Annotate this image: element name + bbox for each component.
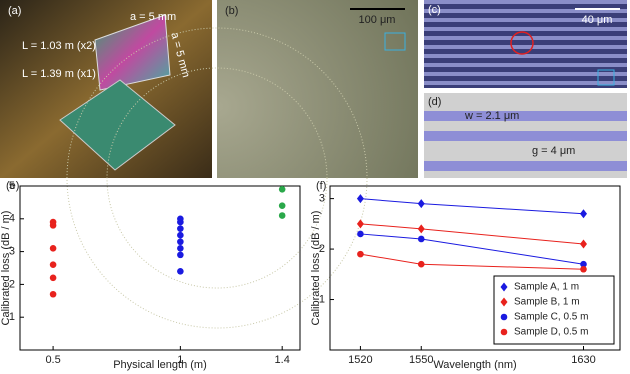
marker bbox=[278, 202, 286, 209]
series-line bbox=[360, 198, 584, 215]
marker bbox=[177, 267, 184, 275]
panel-c: (c) 40 μm bbox=[424, 0, 627, 88]
annotation: w = 2.1 μm bbox=[464, 110, 519, 122]
marker bbox=[177, 218, 184, 226]
series-line bbox=[360, 223, 584, 245]
legend-label: Sample C, 0.5 m bbox=[514, 312, 588, 323]
panel-label: (c) bbox=[428, 4, 441, 16]
series-line bbox=[360, 253, 584, 270]
plot-frame bbox=[19, 185, 301, 351]
marker bbox=[579, 209, 587, 219]
legend-label: Sample A, 1 m bbox=[514, 282, 579, 293]
y-tick-label: 4 bbox=[9, 213, 15, 225]
marker bbox=[49, 245, 57, 252]
marker bbox=[357, 250, 364, 258]
marker bbox=[580, 260, 587, 268]
x-axis-label: Wavelength (nm) bbox=[433, 359, 516, 371]
y-tick-label: 2 bbox=[9, 278, 15, 290]
marker bbox=[356, 194, 364, 204]
legend-marker bbox=[500, 297, 508, 307]
panel-label: (a) bbox=[8, 5, 21, 17]
legend-marker bbox=[500, 328, 508, 336]
panel-label: (b) bbox=[225, 5, 238, 17]
marker bbox=[177, 238, 184, 246]
y-tick-label: 5 bbox=[9, 180, 15, 192]
x-tick-label: 1 bbox=[177, 354, 183, 366]
marker bbox=[357, 230, 364, 238]
scale-label: 40 μm bbox=[582, 14, 613, 26]
legend-marker bbox=[500, 313, 508, 321]
plot-frame bbox=[329, 185, 621, 351]
x-tick-label: 1550 bbox=[409, 354, 433, 366]
panel-a: (a) a = 5 mm a = 5 mm L = 1.03 m (x2) L … bbox=[0, 0, 212, 178]
panel-d: (d) w = 2.1 μm g = 4 μm bbox=[424, 93, 627, 178]
annotation: L = 1.03 m (x2) bbox=[22, 40, 96, 52]
photo bbox=[217, 0, 418, 178]
annotation: L = 1.39 m (x1) bbox=[22, 68, 96, 80]
marker bbox=[417, 260, 425, 268]
waveguide bbox=[424, 161, 627, 171]
legend-marker bbox=[500, 282, 508, 292]
y-axis-label: Calibrated loss (dB / m) bbox=[310, 211, 322, 326]
marker bbox=[417, 199, 425, 209]
panel-label: (f) bbox=[316, 180, 326, 192]
spiral bbox=[106, 67, 328, 289]
y-tick-label: 3 bbox=[9, 246, 15, 258]
marker bbox=[417, 235, 425, 243]
x-tick-label: 0.5 bbox=[45, 354, 60, 366]
marker bbox=[417, 224, 425, 234]
marker bbox=[49, 290, 57, 298]
y-tick-label: 2 bbox=[319, 243, 325, 255]
legend bbox=[493, 275, 615, 345]
chip bbox=[59, 79, 176, 171]
highlight bbox=[510, 31, 534, 55]
x-axis-label: Physical length (m) bbox=[113, 359, 207, 371]
x-tick-label: 1630 bbox=[571, 354, 595, 366]
marker bbox=[49, 261, 57, 269]
panel-label: (e) bbox=[6, 180, 19, 192]
panel-label: (d) bbox=[428, 96, 441, 108]
marker bbox=[177, 231, 184, 239]
marker bbox=[177, 245, 184, 252]
inset-marker bbox=[384, 32, 406, 51]
marker bbox=[278, 185, 286, 193]
chip bbox=[94, 14, 171, 91]
waveguide bbox=[424, 131, 627, 141]
panel-b: (b) 100 μm bbox=[66, 0, 418, 329]
photo bbox=[424, 0, 627, 88]
waveguide bbox=[424, 111, 627, 121]
x-tick-label: 1520 bbox=[348, 354, 372, 366]
y-tick-label: 1 bbox=[9, 311, 15, 323]
marker bbox=[579, 239, 587, 249]
marker bbox=[177, 251, 184, 259]
y-axis-label: Calibrated loss (dB / m) bbox=[0, 211, 12, 326]
spiral bbox=[66, 27, 368, 329]
y-tick-label: 1 bbox=[319, 293, 325, 305]
legend-label: Sample B, 1 m bbox=[514, 297, 580, 308]
inset-marker bbox=[597, 69, 615, 86]
scale-label: 100 μm bbox=[359, 14, 396, 26]
marker bbox=[177, 225, 184, 232]
x-tick-label: 1.4 bbox=[275, 354, 290, 366]
annotation: g = 4 μm bbox=[532, 145, 575, 157]
annotation: a = 5 mm bbox=[130, 11, 176, 23]
marker bbox=[278, 212, 286, 219]
marker bbox=[580, 265, 587, 273]
marker bbox=[356, 219, 364, 229]
marker bbox=[49, 274, 57, 282]
marker bbox=[49, 222, 57, 229]
legend-label: Sample D, 0.5 m bbox=[514, 327, 588, 338]
y-tick-label: 3 bbox=[319, 193, 325, 205]
